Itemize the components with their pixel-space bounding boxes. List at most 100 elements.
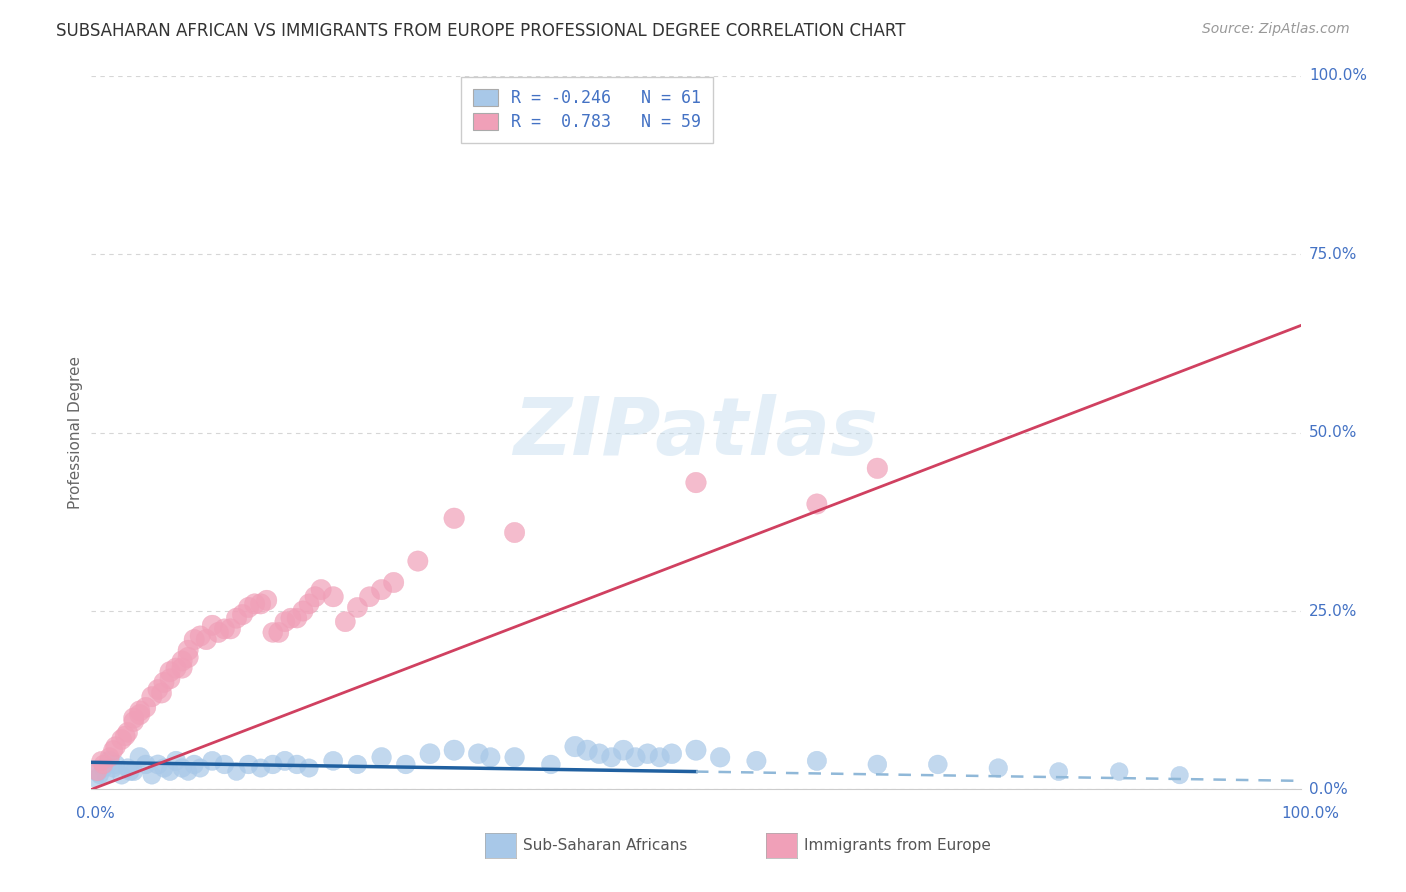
Point [172,761,194,775]
Point [322,754,344,768]
Point [225,764,247,779]
Point [188,629,211,643]
Point [135,700,157,714]
Point [322,590,344,604]
Point [111,768,132,782]
Point [249,597,271,611]
Point [285,757,308,772]
Point [120,764,142,779]
Point [612,743,634,757]
Point [104,757,127,772]
Point [214,757,236,772]
Point [600,750,623,764]
Point [101,761,124,775]
Point [987,761,1010,775]
Point [419,747,441,761]
Text: 0.0%: 0.0% [1309,782,1347,797]
Point [146,682,169,697]
Point [114,729,136,743]
Point [285,611,308,625]
Point [117,725,139,739]
Point [503,750,526,764]
Point [661,747,683,761]
Point [122,714,145,729]
Point [172,661,194,675]
Point [177,650,200,665]
Text: Sub-Saharan Africans: Sub-Saharan Africans [523,838,688,853]
Point [93,761,115,775]
Point [274,754,297,768]
Point [443,511,465,525]
Point [141,768,163,782]
Point [159,764,181,779]
Point [309,582,332,597]
Point [98,750,121,764]
Point [298,761,321,775]
Point [101,743,124,757]
Point [1108,764,1130,779]
Point [806,754,828,768]
Point [346,757,368,772]
Point [564,739,586,754]
Point [201,618,224,632]
Point [274,615,297,629]
Point [467,747,489,761]
Text: 100.0%: 100.0% [1281,806,1340,821]
Point [292,604,315,618]
Point [195,632,218,647]
Point [94,768,117,782]
Point [172,654,194,668]
Text: Source: ZipAtlas.com: Source: ZipAtlas.com [1202,22,1350,37]
Point [806,497,828,511]
Point [346,600,368,615]
Point [177,643,200,657]
Point [165,661,187,675]
Point [225,611,247,625]
Point [150,686,173,700]
Point [443,743,465,757]
Point [370,582,392,597]
Point [117,761,139,775]
Point [93,757,115,772]
Point [177,764,200,779]
Text: 25.0%: 25.0% [1309,604,1357,618]
Point [153,761,176,775]
Point [866,757,889,772]
Point [104,739,127,754]
Point [588,747,610,761]
Point [262,625,284,640]
Point [141,690,163,704]
Text: 50.0%: 50.0% [1309,425,1357,440]
Point [86,764,108,779]
Point [267,625,290,640]
Point [262,757,284,772]
Point [159,672,181,686]
Point [637,747,659,761]
Text: ZIPatlas: ZIPatlas [513,393,879,472]
Point [98,754,121,768]
Point [165,754,187,768]
Y-axis label: Professional Degree: Professional Degree [67,356,83,509]
Point [201,754,224,768]
Point [122,711,145,725]
Point [122,764,145,779]
Point [146,757,169,772]
Point [183,757,205,772]
Point [624,750,647,764]
Point [382,575,405,590]
Point [256,593,278,607]
Point [243,597,266,611]
Point [128,704,150,718]
Point [128,707,150,722]
Point [648,750,671,764]
Point [370,750,392,764]
Point [479,750,502,764]
Point [359,590,381,604]
Point [540,757,562,772]
Point [135,757,157,772]
Text: 100.0%: 100.0% [1309,69,1367,83]
Point [745,754,768,768]
Point [866,461,889,475]
Point [927,757,949,772]
Point [1168,768,1191,782]
